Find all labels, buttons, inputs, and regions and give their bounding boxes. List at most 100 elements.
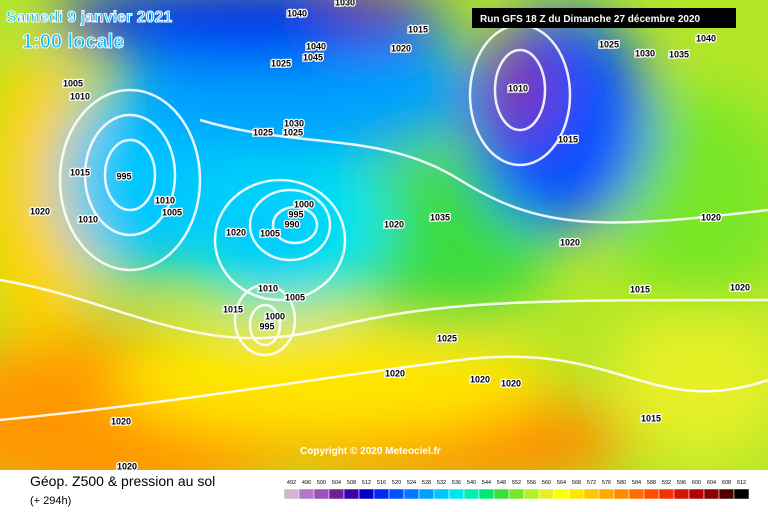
legend-swatch bbox=[508, 488, 525, 500]
run: Run GFS 18 Z du Dimanche 27 décembre 202… bbox=[480, 14, 701, 25]
legend-value: 512 bbox=[362, 480, 371, 486]
time: 1:00 locale bbox=[22, 31, 124, 53]
isobar-label: 1020 bbox=[701, 212, 721, 222]
legend-swatch bbox=[298, 488, 315, 500]
legend-swatch bbox=[418, 488, 435, 500]
legend-value: 612 bbox=[737, 480, 746, 486]
isobar-label: 1005 bbox=[285, 292, 305, 302]
legend-value: 540 bbox=[467, 480, 476, 486]
footer-title: Géop. Z500 & pression au sol bbox=[30, 473, 215, 489]
isobar-label: 1025 bbox=[253, 127, 273, 137]
legend-value: 500 bbox=[317, 480, 326, 486]
isobar-label: 1015 bbox=[558, 134, 578, 144]
legend-swatch bbox=[358, 488, 375, 500]
legend-value: 504 bbox=[332, 480, 341, 486]
isobar-label: 1040 bbox=[696, 33, 716, 43]
legend-swatch bbox=[388, 488, 405, 500]
isobar-label: 1000 bbox=[294, 199, 314, 209]
isobar-label: 1015 bbox=[70, 167, 90, 177]
legend-swatch bbox=[703, 488, 720, 500]
isobar-label: 1005 bbox=[162, 207, 182, 217]
legend-swatch bbox=[328, 488, 345, 500]
legend-swatch bbox=[553, 488, 570, 500]
legend-swatch bbox=[658, 488, 675, 500]
legend-value: 544 bbox=[482, 480, 491, 486]
isobar-label: 1040 bbox=[306, 41, 326, 51]
isobar-label: 1020 bbox=[560, 237, 580, 247]
isobar-label: 1025 bbox=[271, 58, 291, 68]
isobar-label: 1025 bbox=[283, 127, 303, 137]
legend-value: 592 bbox=[662, 480, 671, 486]
legend-value: 564 bbox=[557, 480, 566, 486]
legend-value: 552 bbox=[512, 480, 521, 486]
legend-value: 496 bbox=[302, 480, 311, 486]
isobar-label: 1005 bbox=[260, 228, 280, 238]
legend-value: 600 bbox=[692, 480, 701, 486]
isobar-label: 1020 bbox=[384, 219, 404, 229]
isobar-label: 1010 bbox=[78, 214, 98, 224]
legend-swatch bbox=[493, 488, 510, 500]
isobar-label: 1010 bbox=[155, 195, 175, 205]
legend-value: 536 bbox=[452, 480, 461, 486]
isobar-label: 1015 bbox=[408, 24, 428, 34]
isobar-label: 995 bbox=[116, 171, 131, 181]
legend-swatch bbox=[523, 488, 540, 500]
isobar-label: 1020 bbox=[226, 227, 246, 237]
isobar-label: 1020 bbox=[391, 43, 411, 53]
run-box bbox=[472, 8, 736, 28]
legend-swatch bbox=[313, 488, 330, 500]
legend-value: 576 bbox=[602, 480, 611, 486]
isobar-label: 1020 bbox=[117, 461, 137, 471]
legend-swatch bbox=[613, 488, 630, 500]
legend-value: 604 bbox=[707, 480, 716, 486]
legend-value: 596 bbox=[677, 480, 686, 486]
isobar-label: 1030 bbox=[335, 0, 355, 7]
legend-swatch bbox=[568, 488, 585, 500]
isobars bbox=[0, 23, 768, 422]
legend-value: 560 bbox=[542, 480, 551, 486]
legend-swatch bbox=[643, 488, 660, 500]
isobar-label: 995 bbox=[288, 209, 303, 219]
legend-value: 584 bbox=[632, 480, 641, 486]
isobar-label: 1025 bbox=[599, 39, 619, 49]
legend-swatch bbox=[628, 488, 645, 500]
legend-value: 508 bbox=[347, 480, 356, 486]
legend-value: 524 bbox=[407, 480, 416, 486]
isobar-label: 1015 bbox=[223, 304, 243, 314]
legend-swatch bbox=[478, 488, 495, 500]
lead-time: (+ 294h) bbox=[30, 495, 71, 507]
legend-swatch bbox=[673, 488, 690, 500]
legend-swatch bbox=[448, 488, 465, 500]
isobar-label: 1030 bbox=[284, 118, 304, 128]
legend-value: 520 bbox=[392, 480, 401, 486]
isobar-label: 990 bbox=[284, 219, 299, 229]
isobar-label: 1010 bbox=[508, 83, 528, 93]
isobar-label: 1005 bbox=[63, 78, 83, 88]
isobar-label: 1020 bbox=[111, 416, 131, 426]
legend-swatch bbox=[463, 488, 480, 500]
legend-value: 528 bbox=[422, 480, 431, 486]
isobar-label: 1015 bbox=[630, 284, 650, 294]
legend-value: 556 bbox=[527, 480, 536, 486]
isobar-label: 1000 bbox=[265, 311, 285, 321]
legend-value: 568 bbox=[572, 480, 581, 486]
isobar-label: 1020 bbox=[730, 282, 750, 292]
isobar-label: 1020 bbox=[501, 378, 521, 388]
legend-swatch bbox=[598, 488, 615, 500]
date: Samedi 9 janvier 2021 bbox=[6, 9, 172, 26]
legend-value: 548 bbox=[497, 480, 506, 486]
copyright: Copyright © 2020 Meteociel.fr bbox=[300, 446, 441, 457]
isobar-label: 1030 bbox=[635, 48, 655, 58]
isobar-label: 1040 bbox=[287, 8, 307, 18]
legend-swatch bbox=[373, 488, 390, 500]
isobar-label: 1020 bbox=[385, 368, 405, 378]
legend: 492 496 500 504 508 512 516 520 524 528 532 536 540 5… bbox=[283, 480, 750, 500]
isobar-label: 1010 bbox=[70, 91, 90, 101]
isobar-label: 1045 bbox=[303, 52, 323, 62]
isobar-label: 1010 bbox=[258, 283, 278, 293]
isobar-label: 995 bbox=[259, 321, 274, 331]
legend-swatch bbox=[583, 488, 600, 500]
isobar-labels: 1040103010401045102010151025100510101010… bbox=[29, 0, 752, 473]
